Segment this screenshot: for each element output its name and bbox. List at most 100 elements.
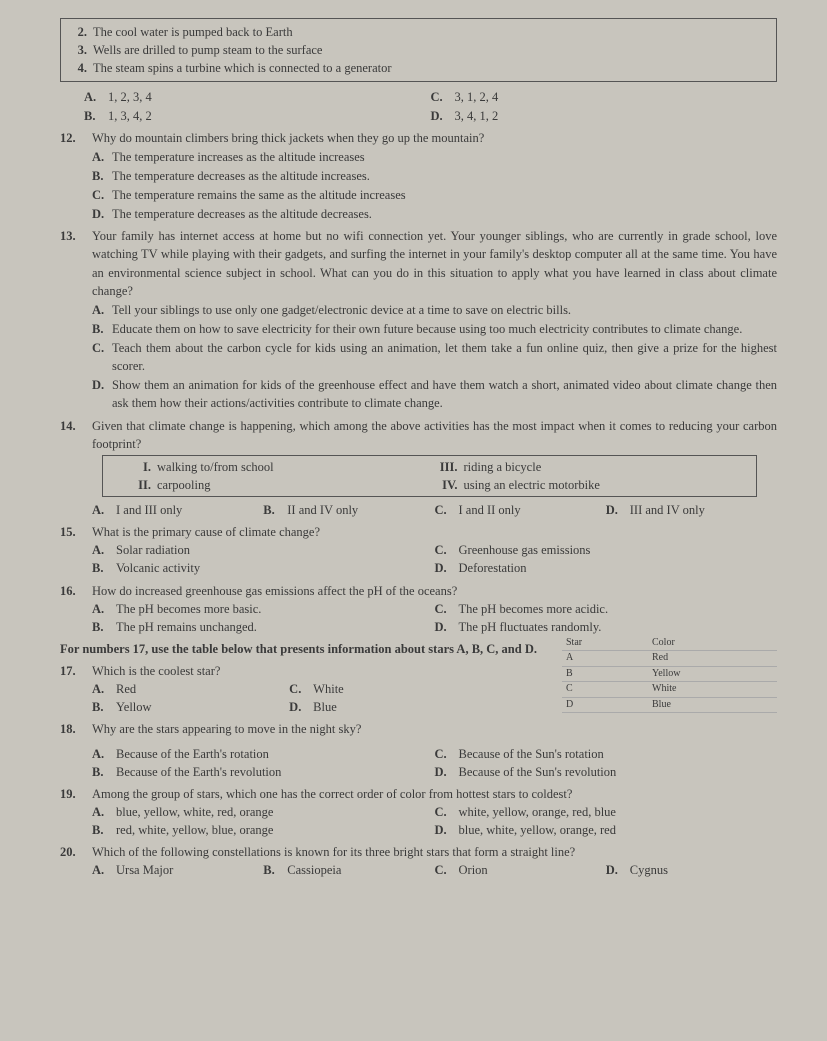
td: C (562, 682, 648, 698)
opt-label: A. (92, 861, 110, 879)
q20-options: A.Ursa Major B.Cassiopeia C.Orion D.Cygn… (92, 861, 777, 879)
opt-text: The pH fluctuates randomly. (459, 618, 602, 636)
opt-label: A. (92, 680, 110, 698)
opt-text: Greenhouse gas emissions (459, 541, 591, 559)
opt-text: White (313, 680, 344, 698)
question-20: 20.Which of the following constellations… (60, 843, 777, 879)
opt-text: Solar radiation (116, 541, 190, 559)
box-text: The cool water is pumped back to Earth (93, 23, 293, 41)
opt-text: blue, yellow, white, red, orange (116, 803, 273, 821)
opt-label: C. (431, 88, 449, 106)
opt-label: D. (606, 501, 624, 519)
opt-label: C. (435, 745, 453, 763)
opt-label: A. (84, 88, 102, 106)
q14-options: A.I and III only B.II and IV only C.I an… (92, 501, 777, 519)
opt-label: A. (92, 803, 110, 821)
box-num: 2. (71, 23, 87, 41)
opt-text: Because of the Earth's rotation (116, 745, 269, 763)
question-16: 16.How do increased greenhouse gas emiss… (60, 582, 777, 636)
opt-label: D. (92, 376, 112, 412)
question-15: 15.What is the primary cause of climate … (60, 523, 777, 577)
opt-label: C. (435, 803, 453, 821)
q11-options-row1: A. 1, 2, 3, 4 C. 3, 1, 2, 4 (84, 88, 777, 106)
q-text: Why do mountain climbers bring thick jac… (92, 129, 777, 147)
opt-text: Educate them on how to save electricity … (112, 320, 777, 338)
opt-text: Deforestation (459, 559, 527, 577)
opt-text: Because of the Sun's rotation (459, 745, 604, 763)
opt-text: Teach them about the carbon cycle for ki… (112, 339, 777, 375)
q-text: Why are the stars appearing to move in t… (92, 720, 777, 738)
opt-label: D. (435, 821, 453, 839)
th: Color (648, 636, 777, 651)
info-box: 2. The cool water is pumped back to Earth… (60, 18, 777, 82)
question-18: 18.Why are the stars appearing to move i… (60, 720, 777, 780)
opt-text: The temperature decreases as the altitud… (112, 205, 777, 223)
q-text: Among the group of stars, which one has … (92, 785, 777, 803)
opt-label: D. (289, 698, 307, 716)
opt-label: C. (92, 186, 112, 204)
opt-text: The temperature increases as the altitud… (112, 148, 777, 166)
q-text: Given that climate change is happening, … (92, 417, 777, 453)
opt-label: B. (92, 320, 112, 338)
opt-text: Yellow (116, 698, 152, 716)
opt-label: B. (84, 107, 102, 125)
opt-label: C. (435, 501, 453, 519)
roman-text: walking to/from school (157, 458, 274, 476)
opt-text: 1, 2, 3, 4 (108, 88, 152, 106)
opt-label: B. (92, 559, 110, 577)
opt-label: A. (92, 501, 110, 519)
box-text: Wells are drilled to pump steam to the s… (93, 41, 322, 59)
opt-label: A. (92, 301, 112, 319)
roman-box: I.walking to/from school II.carpooling I… (102, 455, 757, 497)
opt-text: blue, white, yellow, orange, red (459, 821, 616, 839)
opt-text: The pH becomes more basic. (116, 600, 261, 618)
opt-label: C. (435, 861, 453, 879)
opt-label: B. (263, 501, 281, 519)
opt-text: Red (116, 680, 136, 698)
opt-text: Cygnus (630, 861, 668, 879)
opt-text: The temperature remains the same as the … (112, 186, 777, 204)
opt-text: Volcanic activity (116, 559, 200, 577)
opt-label: A. (92, 745, 110, 763)
opt-text: Orion (459, 861, 488, 879)
roman-num: I. (123, 458, 151, 476)
opt-text: The pH remains unchanged. (116, 618, 257, 636)
q-num: 14. (60, 417, 92, 453)
q-num: 17. (60, 662, 92, 680)
opt-text: 3, 1, 2, 4 (455, 88, 499, 106)
opt-label: C. (435, 600, 453, 618)
td: Red (648, 651, 777, 667)
roman-num: II. (123, 476, 151, 494)
opt-text: Ursa Major (116, 861, 173, 879)
td: Yellow (648, 666, 777, 682)
opt-text: Blue (313, 698, 337, 716)
question-12: 12.Why do mountain climbers bring thick … (60, 129, 777, 224)
td: White (648, 682, 777, 698)
opt-label: D. (435, 763, 453, 781)
td: Blue (648, 697, 777, 713)
question-14: 14.Given that climate change is happenin… (60, 417, 777, 520)
opt-text: white, yellow, orange, red, blue (459, 803, 616, 821)
opt-label: A. (92, 600, 110, 618)
q-num: 19. (60, 785, 92, 803)
opt-text: The pH becomes more acidic. (459, 600, 609, 618)
opt-label: B. (92, 618, 110, 636)
opt-label: D. (92, 205, 112, 223)
q-text: What is the primary cause of climate cha… (92, 523, 777, 541)
opt-text: Because of the Earth's revolution (116, 763, 281, 781)
opt-text: Because of the Sun's revolution (459, 763, 617, 781)
opt-label: D. (435, 618, 453, 636)
roman-text: riding a bicycle (464, 458, 542, 476)
question-19: 19.Among the group of stars, which one h… (60, 785, 777, 839)
q-num: 12. (60, 129, 92, 147)
opt-label: B. (92, 821, 110, 839)
opt-label: B. (263, 861, 281, 879)
opt-text: The temperature decreases as the altitud… (112, 167, 777, 185)
opt-label: C. (289, 680, 307, 698)
q-text: Which of the following constellations is… (92, 843, 777, 861)
opt-text: III and IV only (630, 501, 705, 519)
opt-text: 3, 4, 1, 2 (455, 107, 499, 125)
opt-label: C. (92, 339, 112, 375)
roman-text: carpooling (157, 476, 210, 494)
q-num: 18. (60, 720, 92, 738)
